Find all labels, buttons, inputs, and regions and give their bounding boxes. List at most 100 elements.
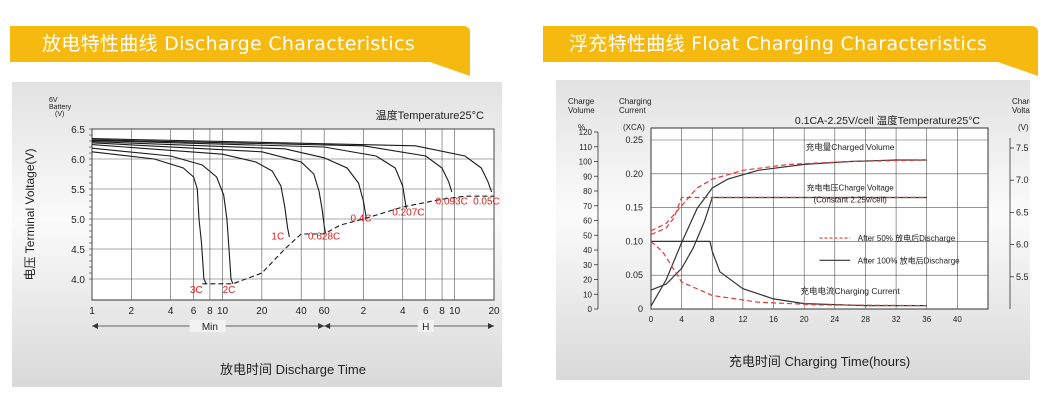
voltage-tick-label: 7.0: [1016, 175, 1029, 185]
plot-area: [650, 127, 989, 310]
x-tick-h: 10: [449, 306, 461, 317]
discharge-curve-0-05c: [91, 138, 493, 193]
curve-label-0-093c: 0.093C: [436, 197, 468, 208]
curve-label-3c: 3C: [190, 285, 203, 296]
x-tick-label: 4: [679, 315, 684, 324]
label-constant: (Constant 2.25v/cell): [813, 195, 887, 204]
voltage-title-3: (V): [1018, 123, 1029, 132]
x-tick-label: 16: [769, 315, 778, 324]
volume-tick-label: 100: [579, 158, 593, 167]
volume-tick-label: 20: [583, 276, 592, 285]
ylabel-top-2: Battery: [49, 104, 72, 111]
x-tick-label: 20: [800, 315, 809, 324]
y-tick-label: 5.0: [71, 215, 85, 226]
volume-tick-label: 60: [583, 217, 592, 226]
volume-tick-label: 90: [583, 172, 592, 181]
label-after50: After 50% 放电后Discharge: [858, 233, 956, 243]
float-chart: 0 4 8 12 16 20 24 28 32 36 40 0.25 0.20 0.15 0.10 0.05 0…: [568, 97, 1044, 369]
voltage-tick-label: 6.0: [1016, 240, 1029, 250]
x-tick-min: 60: [319, 306, 331, 317]
x-tick-label: 36: [922, 315, 931, 324]
x-tick-label: 0: [649, 315, 654, 324]
label-after100: After 100% 放电后Discharge: [858, 255, 960, 265]
volume-tick-label: 40: [583, 246, 592, 255]
x-tick-min: 20: [256, 306, 268, 317]
float-curve-charging-current-after-50: [650, 240, 927, 307]
x-axis-title: 放电时间 Discharge Time: [220, 362, 366, 377]
ylabel-top-3: (V): [55, 111, 64, 118]
label-charge-voltage: 充电电压Charge Voltage: [807, 182, 895, 192]
discharge-curve-0-093c: [91, 139, 453, 193]
float-annotation: 0.1CA-2.25V/cell 温度Temperature25°C: [795, 114, 981, 127]
x-tick-min: 40: [296, 306, 308, 317]
float-curve-charge-voltage-after-50: [650, 196, 927, 236]
discharge-banner-title: 放电特性曲线 Discharge Characteristics: [42, 33, 415, 55]
discharge-curve-1c: [91, 144, 290, 238]
voltage-tick-label: 6.5: [1016, 207, 1029, 217]
current-tick-label: 0: [638, 304, 643, 314]
discharge-panel: 放电特性曲线 Discharge Characteristics 6.5 6.0 5…: [10, 26, 502, 387]
x-tick-h: 8: [439, 306, 445, 317]
ylabel-top-1: 6V: [49, 97, 58, 104]
discharge-curve-0-207c: [91, 139, 407, 209]
label-charged-volume: 充电量Charged Volume: [806, 142, 895, 152]
x-tick-label: 40: [953, 315, 962, 324]
x-tick-label: 12: [738, 315, 747, 324]
x-tick-min: 6: [191, 306, 197, 317]
curve-label-1c: 1C: [271, 231, 284, 242]
y-axis-title: 电压 Terminal Voltage(V): [23, 148, 37, 280]
x-tick-label: 24: [830, 315, 839, 324]
y-tick-label: 4.5: [71, 245, 85, 256]
current-title-1: Charging: [619, 97, 651, 106]
curve-label-0-4c: 0.4C: [350, 213, 371, 224]
x-tick-h: 6: [423, 306, 429, 317]
volume-title-3: %: [578, 123, 585, 132]
volume-tick-label: 110: [579, 143, 592, 152]
min-unit-bg: [189, 320, 226, 332]
float-card: 0 4 8 12 16 20 24 28 32 36 40 0.25 0.20 0.15 0.10 0.05 0…: [556, 80, 1044, 380]
current-tick-label: 0.15: [625, 203, 643, 213]
y-tick-label: 5.5: [71, 185, 85, 196]
y-tick-label: 4.0: [71, 275, 85, 286]
temperature-annotation: 温度Temperature25°C: [376, 108, 484, 122]
volume-tick-label: 30: [583, 261, 592, 270]
voltage-tick-label: 5.5: [1016, 272, 1029, 282]
x-tick-label: 32: [892, 315, 901, 324]
discharge-curve-0-4c: [91, 141, 367, 218]
volume-title-2: Volume: [568, 106, 595, 115]
discharge-banner: 放电特性曲线 Discharge Characteristics: [10, 26, 470, 76]
discharge-curve-3c: [91, 151, 207, 285]
current-tick-label: 0.10: [625, 236, 643, 246]
current-tick-label: 0.20: [625, 169, 643, 179]
cutoff-voltage-curve: [202, 195, 494, 285]
discharge-curve-0-628c: [91, 142, 327, 234]
volume-tick-label: 70: [583, 202, 592, 211]
volume-title-1: Charge: [568, 97, 595, 106]
x-axis-title: 充电时间 Charging Time(hours): [729, 354, 910, 369]
volume-tick-label: 120: [579, 128, 593, 137]
volume-tick-label: 80: [583, 187, 592, 196]
y-tick-label: 6.0: [71, 155, 85, 166]
volume-tick-label: 10: [583, 290, 592, 299]
discharge-card: 6.5 6.0 5.5 5.0 4.5 4.0 6V Battery (V) 电压 Termina…: [12, 82, 502, 387]
label-charging-current: 充电电流Charging Current: [801, 286, 901, 296]
curve-label-0-628c: 0.628C: [308, 231, 340, 242]
volume-tick-label: 50: [583, 231, 592, 240]
h-unit-bg: [417, 320, 434, 332]
current-title-3: (XCA): [623, 123, 645, 132]
float-curve-charged-volume-after-50: [650, 159, 927, 232]
curve-label-2c: 2C: [223, 285, 236, 296]
current-tick-label: 0.05: [625, 270, 643, 280]
x-tick-min: 2: [129, 306, 135, 317]
x-tick-h: 20: [488, 306, 500, 317]
h-unit-label: H: [422, 322, 429, 333]
curve-label-0-207c: 0.207C: [392, 207, 424, 218]
x-tick-min: 10: [217, 306, 229, 317]
min-unit-label: Min: [202, 322, 218, 333]
x-tick-label: 28: [861, 315, 870, 324]
curve-label-0-05c: 0.05C: [473, 197, 500, 208]
x-tick-h: 2: [361, 306, 367, 317]
current-title-2: Current: [619, 106, 646, 115]
x-tick-min: 8: [207, 306, 213, 317]
